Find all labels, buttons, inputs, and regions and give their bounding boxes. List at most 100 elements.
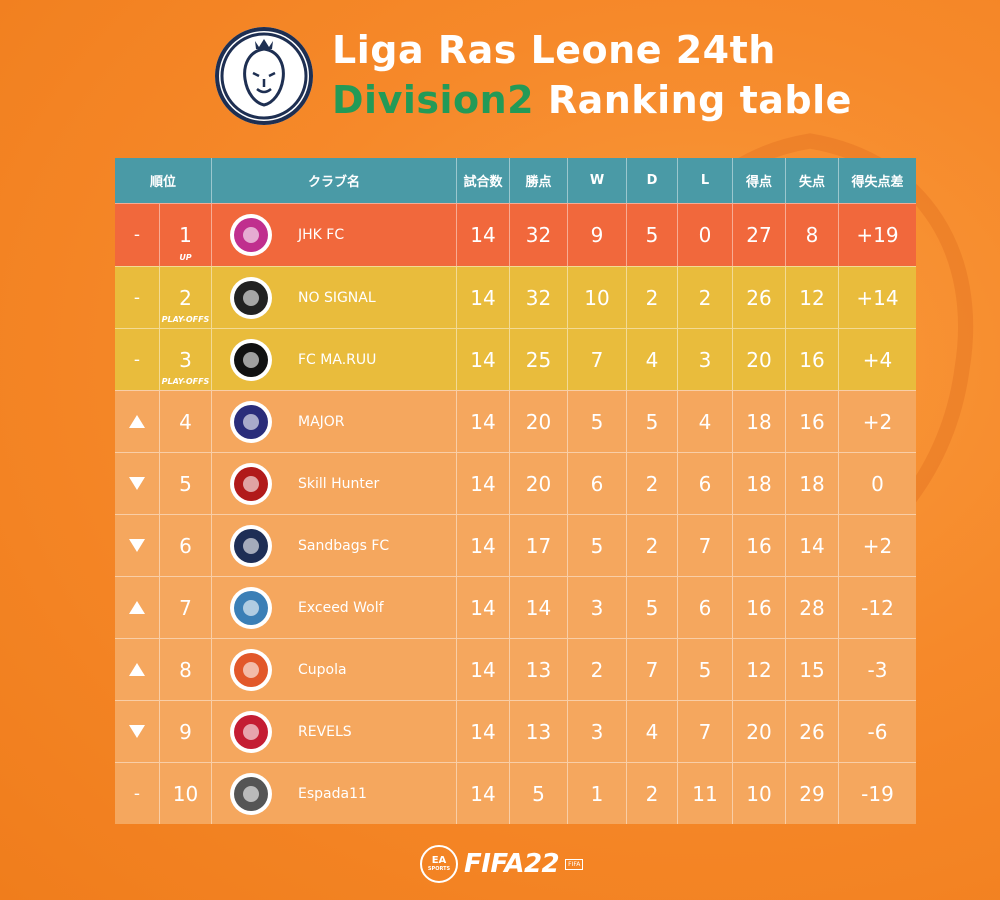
club-crest-icon: [226, 707, 276, 757]
goal-difference-cell: -19: [861, 781, 894, 806]
matches-played-cell: 14: [457, 329, 510, 390]
wins-cell: 1: [568, 763, 627, 824]
rank-down-icon: [129, 477, 145, 490]
rank-no-change: -: [133, 783, 141, 804]
matches-played-cell: 14: [457, 639, 510, 700]
goals-for-cell: 20: [733, 701, 786, 762]
losses-cell: 2: [678, 267, 733, 328]
draws-cell: 4: [627, 329, 678, 390]
rank-number: 9: [179, 719, 192, 744]
club-crest-icon: [226, 521, 276, 571]
rank-cell: 10: [160, 763, 212, 824]
table-row: 4 MAJOR 14 20 5 5 4 18 16 +2: [115, 390, 916, 452]
club-cell: Espada11: [212, 763, 457, 824]
table-row: -3 PLAY-OFFS FC MA.RUU 14 25 7 4 3 20 16 +4: [115, 328, 916, 390]
goals-for-cell: 18: [733, 391, 786, 452]
table-row: -2 PLAY-OFFS NO SIGNAL 14 32 10 2 2 26 12 +14: [115, 266, 916, 328]
matches-played-cell: 14: [457, 701, 510, 762]
club-crest-icon: [226, 645, 276, 695]
losses-cell: 5: [678, 639, 733, 700]
club-cell: Exceed Wolf: [212, 577, 457, 638]
rank-up-icon: [129, 663, 145, 676]
col-wins-header: W: [568, 158, 627, 203]
col-club-header: クラブ名: [212, 158, 457, 203]
lion-logo-icon: [220, 32, 308, 120]
wins-cell: 3: [568, 701, 627, 762]
table-row: 6 Sandbags FC 14 17 5 2 7 16 14 +2: [115, 514, 916, 576]
losses-cell: 0: [678, 204, 733, 266]
goals-against-cell: 26: [786, 701, 839, 762]
matches-played-cell: 14: [457, 267, 510, 328]
club-crest-icon: [226, 583, 276, 633]
goals-against-cell: 18: [786, 453, 839, 514]
rank-change: -: [115, 329, 160, 390]
rank-change: [115, 639, 160, 700]
draws-cell: 4: [627, 701, 678, 762]
rank-number: 10: [172, 781, 199, 806]
rank-change: -: [115, 763, 160, 824]
losses-cell: 11: [678, 763, 733, 824]
matches-played-cell: 14: [457, 515, 510, 576]
wins-cell: 6: [568, 453, 627, 514]
club-cell: Sandbags FC: [212, 515, 457, 576]
rank-no-change: -: [133, 287, 141, 308]
matches-played-cell: 14: [457, 204, 510, 266]
ea-sports-logo: EA SPORTS: [420, 845, 458, 883]
goal-difference-cell: +2: [862, 533, 893, 558]
rank-down-icon: [129, 725, 145, 738]
club-name: Sandbags FC: [298, 537, 390, 554]
table-row: 9 REVELS 14 13 3 4 7 20 26 -6: [115, 700, 916, 762]
goals-for-cell: 12: [733, 639, 786, 700]
rank-change: [115, 701, 160, 762]
rank-cell: 6: [160, 515, 212, 576]
rank-change: [115, 577, 160, 638]
col-rank-header: 順位: [115, 158, 212, 203]
goals-against-cell: 29: [786, 763, 839, 824]
page-title: Liga Ras Leone 24th: [332, 28, 776, 72]
club-name: Exceed Wolf: [298, 599, 384, 616]
draws-cell: 5: [627, 204, 678, 266]
losses-cell: 6: [678, 577, 733, 638]
club-cell: NO SIGNAL: [212, 267, 457, 328]
club-name: FC MA.RUU: [298, 351, 377, 368]
matches-played-cell: 14: [457, 453, 510, 514]
goals-for-cell: 10: [733, 763, 786, 824]
goals-against-cell: 8: [786, 204, 839, 266]
matches-played-cell: 14: [457, 577, 510, 638]
rank-number: 5: [179, 471, 192, 496]
club-name: Cupola: [298, 661, 347, 678]
col-losses-header: L: [678, 158, 733, 203]
table-body: -1 UP JHK FC 14 32 9 5 0 27 8 +19-2 PLAY-OFFS NO SIG…: [115, 203, 916, 824]
points-cell: 13: [510, 701, 568, 762]
losses-cell: 4: [678, 391, 733, 452]
club-crest-icon: [226, 397, 276, 447]
table-row: 7 Exceed Wolf 14 14 3 5 6 16 28 -12: [115, 576, 916, 638]
losses-cell: 7: [678, 515, 733, 576]
rank-no-change: -: [133, 225, 141, 245]
wins-cell: 7: [568, 329, 627, 390]
table-row: 8 Cupola 14 13 2 7 5 12 15 -3: [115, 638, 916, 700]
club-cell: REVELS: [212, 701, 457, 762]
goals-against-cell: 14: [786, 515, 839, 576]
club-name: JHK FC: [298, 227, 345, 243]
rank-cell: 5: [160, 453, 212, 514]
club-cell: FC MA.RUU: [212, 329, 457, 390]
col-goal-diff-header: 得失点差: [851, 175, 904, 190]
club-name: REVELS: [298, 723, 352, 740]
wins-cell: 5: [568, 515, 627, 576]
rank-number: 4: [179, 409, 192, 434]
points-cell: 17: [510, 515, 568, 576]
goals-for-cell: 18: [733, 453, 786, 514]
club-cell: Cupola: [212, 639, 457, 700]
rank-change: -: [115, 267, 160, 328]
club-crest-icon: [226, 210, 276, 260]
goals-against-cell: 15: [786, 639, 839, 700]
club-name: Skill Hunter: [298, 475, 380, 492]
points-cell: 32: [510, 204, 568, 266]
points-cell: 25: [510, 329, 568, 390]
rank-number: 3: [179, 347, 192, 372]
wins-cell: 10: [568, 267, 627, 328]
matches-played-cell: 14: [457, 763, 510, 824]
col-goals-for-header: 得点: [733, 158, 786, 203]
rank-number: 1: [179, 223, 192, 247]
